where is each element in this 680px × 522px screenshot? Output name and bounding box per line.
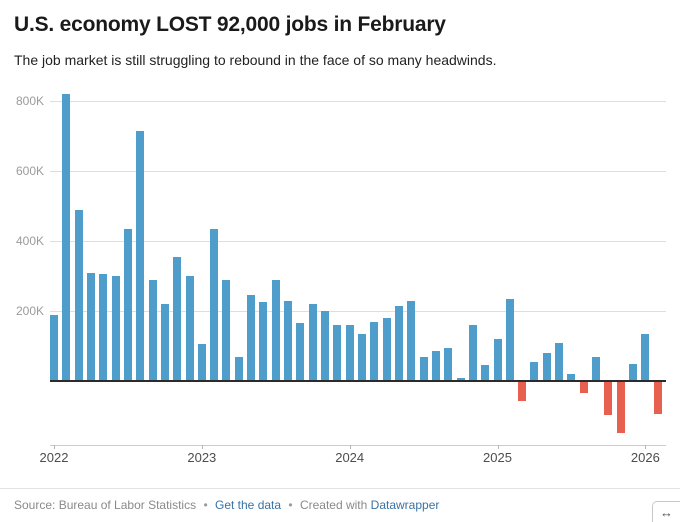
bar-negative [604,382,613,416]
bar-positive [271,279,280,381]
bar-positive [481,365,490,381]
get-the-data-link[interactable]: Get the data [215,498,282,512]
bar-positive [148,279,157,381]
gridline [50,171,666,172]
bar-positive [444,347,453,381]
bar-positive [197,344,206,381]
bar-positive [530,361,539,381]
resize-handle[interactable]: ↔ [652,501,680,522]
bar-negative [653,382,662,415]
plot-area: 2022 2023 2024 2025 2026 [40,93,666,471]
bar-positive [345,325,354,381]
bar-positive [160,304,169,381]
bar-positive [382,318,391,381]
bar-positive [222,279,231,381]
x-axis-tick [54,445,55,449]
source-text: Source: Bureau of Labor Statistics [14,498,197,512]
bar-positive [99,274,108,381]
x-axis-tick [645,445,647,449]
bar-positive [456,377,465,381]
bar-positive [505,298,514,381]
bar-positive [493,339,502,381]
x-axis-year-label: 2025 [483,450,512,465]
resize-arrows-icon: ↔ [660,504,673,520]
bar-positive [86,272,95,381]
gridline [50,241,666,242]
bar-positive [641,333,650,381]
bar-positive [62,94,71,381]
bar-negative [579,382,588,393]
y-axis-label: 800K [16,94,45,108]
x-axis-tick [349,445,351,449]
chart-title: U.S. economy LOST 92,000 jobs in Februar… [14,13,446,36]
bar-positive [407,300,416,381]
bar-positive [247,295,256,381]
bar-negative [616,382,625,433]
bar-chart: 200K 400K 600K 800K 2022 2023 2024 2025 2026 [14,93,666,471]
bar-positive [74,209,83,381]
datawrapper-link[interactable]: Datawrapper [370,498,440,512]
footer: Source: Bureau of Labor Statistics • Get… [0,488,680,522]
bar-positive [542,353,551,381]
bar-positive [308,304,317,381]
zero-baseline [50,380,666,382]
x-axis-year-label: 2026 [630,450,660,465]
footer-separator: • [203,498,208,512]
chart-subtitle: The job market is still struggling to re… [14,52,497,68]
bar-positive [370,321,379,381]
bar-positive [358,333,366,381]
bar-positive [173,256,182,381]
bar-positive [333,325,342,381]
bar-positive [296,323,305,381]
bar-positive [567,374,576,381]
bar-positive [284,300,293,381]
bar-positive [321,311,330,381]
bar-positive [111,276,120,381]
y-axis-label: 600K [16,164,45,178]
x-axis-tick [201,445,203,449]
bar-positive [629,363,638,381]
created-with-text: Created with [299,498,368,512]
bar-positive [50,314,58,381]
bar-positive [234,356,243,381]
bar-positive [136,130,145,381]
bar-positive [468,325,477,381]
bar-positive [123,228,132,381]
y-axis-label: 400K [16,234,45,248]
gridline [50,101,666,102]
bar-positive [185,276,194,381]
bar-positive [259,302,268,381]
footer-separator: • [288,498,293,512]
bar-positive [555,342,564,381]
gridline [50,311,666,312]
y-axis-label: 200K [16,304,45,318]
y-axis: 200K 400K 600K 800K [14,93,50,471]
chart-content: U.S. economy LOST 92,000 jobs in Februar… [14,13,666,471]
x-axis-year-label: 2023 [187,450,217,465]
bar-positive [431,351,440,381]
bar-positive [210,228,219,381]
bar-negative [518,382,527,402]
x-axis-year-label: 2024 [335,450,365,465]
x-axis-tick [497,445,499,449]
bar-positive [592,356,601,381]
x-axis-year-label: 2022 [39,450,69,465]
bar-positive [419,356,428,381]
bar-positive [394,305,403,381]
x-axis-line [50,445,666,446]
